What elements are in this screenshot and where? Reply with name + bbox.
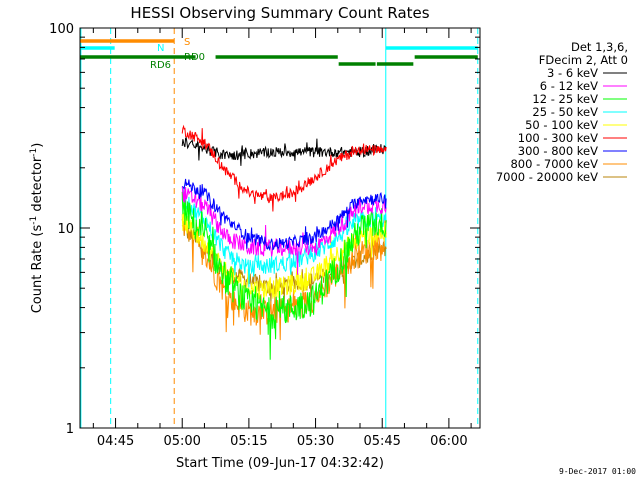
x-tick-label: 04:45	[97, 434, 134, 449]
chart-title: HESSI Observing Summary Count Rates	[130, 4, 429, 22]
x-tick-label: 05:00	[163, 434, 200, 449]
legend-entry-label: 300 - 800 keV	[518, 144, 598, 158]
x-tick-label: 05:15	[230, 434, 267, 449]
y-tick-label: 10	[57, 222, 74, 237]
legend-entry-label: 25 - 50 keV	[532, 105, 598, 119]
legend-header: Det 1,3,6,	[571, 40, 628, 54]
x-tick-label: 05:45	[363, 434, 400, 449]
series-line-300-800-kev	[182, 178, 387, 252]
y-axis-label-sup2: -1	[29, 148, 39, 157]
series-layer	[181, 124, 387, 360]
flag-label-rd0: RD0	[184, 52, 205, 63]
axis-layer: 1 10 100 04:45 05:00 05:15 05:30 05:45 06:00	[49, 22, 480, 449]
plot-frame	[79, 27, 481, 429]
footer-timestamp: 9-Dec-2017 01:00	[559, 467, 636, 476]
y-axis-label-mid: detector	[30, 156, 45, 216]
legend-entry-label: 800 - 7000 keV	[510, 157, 598, 171]
y-axis-label-sup: -1	[29, 216, 39, 225]
series-line-25-50-kev	[181, 187, 387, 288]
x-tick-label: 05:30	[297, 434, 334, 449]
series-line-100-300-kev	[181, 124, 387, 212]
y-tick-label: 100	[49, 22, 74, 37]
y-axis-label-prefix: Count Rate (s	[30, 225, 45, 314]
legend-entry-label: 12 - 25 keV	[532, 92, 598, 106]
flag-label-s: S	[184, 37, 190, 48]
y-axis-label-suffix: )	[30, 143, 45, 148]
legend-header: FDecim 2, Att 0	[539, 53, 628, 67]
flag-label-rd6: RD6	[150, 60, 171, 71]
y-axis-label: Count Rate (s-1 detector-1)	[29, 143, 45, 314]
legend-entry-label: 3 - 6 keV	[547, 66, 598, 80]
series-line-6-12-kev	[181, 186, 387, 275]
x-axis-label: Start Time (09-Jun-17 04:32:42)	[176, 456, 384, 471]
legend-entry-label: 50 - 100 keV	[525, 118, 598, 132]
y-tick-label: 1	[66, 422, 74, 437]
flag-label-n: N	[157, 43, 164, 54]
legend-entry-label: 7000 - 20000 keV	[496, 170, 598, 184]
x-tick-label: 06:00	[430, 434, 467, 449]
overlay-layer: S N RD0 RD6	[80, 28, 479, 428]
legend-entry-label: 6 - 12 keV	[540, 79, 598, 93]
series-line-12-25-kev	[181, 191, 387, 360]
legend-entry-label: 100 - 300 keV	[518, 131, 598, 145]
